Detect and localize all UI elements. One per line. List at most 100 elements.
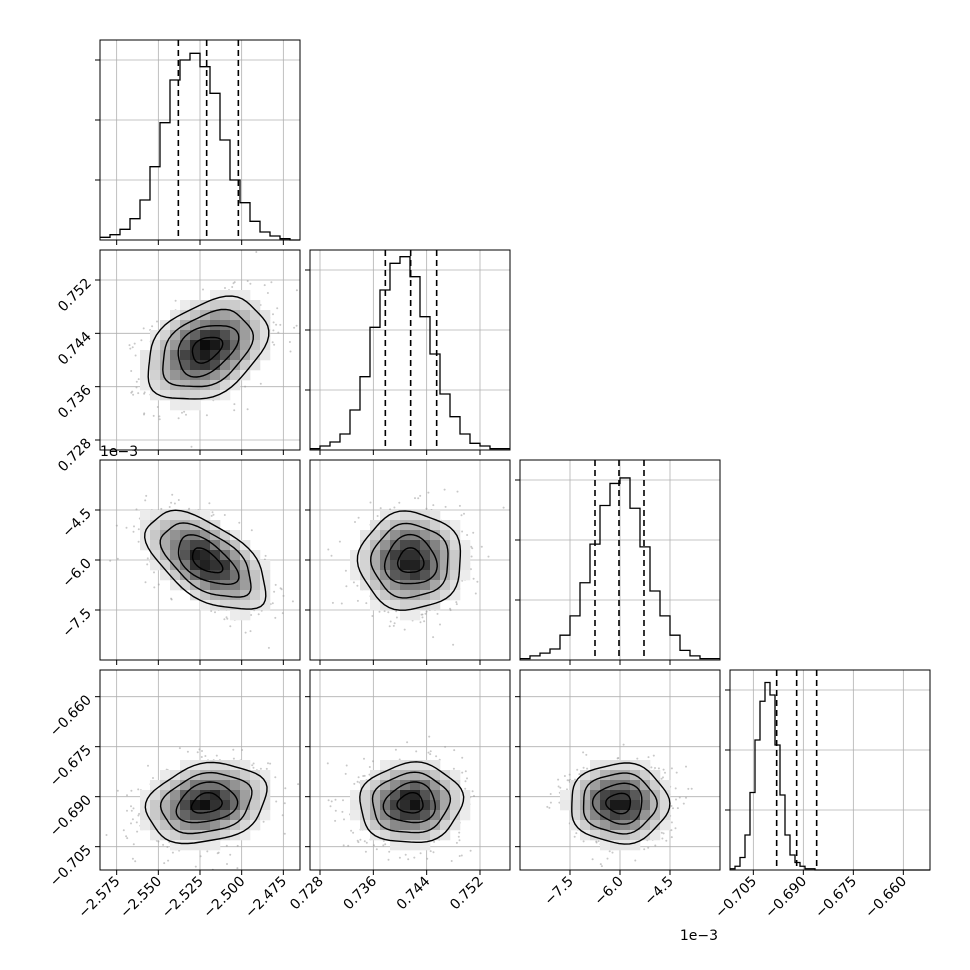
scatter-panel-2-1 [305, 459, 511, 665]
sample-point [194, 865, 197, 868]
sample-point [419, 852, 422, 855]
density-cell [410, 550, 421, 561]
density-cell [190, 350, 201, 361]
density-cell [660, 810, 671, 821]
density-cell [410, 820, 421, 831]
sample-point [384, 843, 387, 846]
sample-point [229, 853, 232, 856]
sample-point [439, 623, 441, 626]
sample-point [225, 844, 228, 847]
sample-point [327, 548, 330, 551]
sample-point [566, 788, 568, 791]
sample-point [215, 754, 218, 757]
density-cell [190, 820, 201, 831]
sample-point [126, 809, 128, 812]
density-cell [160, 780, 171, 791]
density-cell [150, 350, 161, 361]
density-cell [390, 510, 401, 521]
sample-point [372, 844, 375, 847]
density-cell [420, 600, 431, 611]
density-cell [170, 350, 181, 361]
sample-point [425, 507, 428, 510]
density-cell [430, 540, 441, 551]
density-cell [230, 530, 241, 541]
sample-point [456, 490, 459, 493]
sample-point [210, 610, 213, 612]
density-cell [380, 570, 391, 581]
sample-point [464, 787, 467, 790]
sample-point [338, 540, 341, 543]
density-cell [180, 310, 191, 321]
density-cell [210, 310, 221, 321]
density-cell [170, 810, 181, 821]
sample-point [146, 557, 149, 560]
sample-point [363, 840, 366, 843]
density-cell [420, 830, 431, 841]
sample-point [255, 251, 258, 253]
density-cell [370, 550, 381, 561]
sample-point [275, 323, 278, 326]
density-cell [230, 380, 241, 391]
density-cell [150, 830, 161, 841]
histogram-panel-3: −0.705 −0.690 −0.675 −0.660 [712, 669, 931, 922]
density-cell [190, 370, 201, 381]
density-cell [140, 520, 151, 531]
sample-point [122, 829, 125, 832]
density-cell [360, 790, 371, 801]
sample-point [444, 505, 447, 508]
contour-line [582, 772, 658, 835]
contour-line [159, 522, 252, 598]
sample-point [137, 528, 140, 531]
sample-point [395, 616, 398, 619]
x-tick-label: −2.525 [159, 874, 207, 922]
density-cell [230, 300, 241, 311]
density-cell [430, 810, 441, 821]
sample-point [473, 795, 475, 797]
density-cell [170, 320, 181, 331]
density-cell [600, 800, 611, 811]
density-cell [150, 810, 161, 821]
sample-point [573, 835, 576, 838]
y-tick-label: 0.728 [55, 436, 95, 476]
density-cell [180, 570, 191, 581]
sample-point [343, 818, 345, 821]
sample-point [382, 844, 385, 847]
sample-point [188, 507, 191, 510]
sample-point [217, 851, 220, 854]
contour-line [175, 781, 239, 824]
sample-point [597, 840, 600, 843]
sample-point [375, 848, 378, 851]
sample-point [549, 801, 552, 804]
density-cell [570, 790, 581, 801]
density-cell [250, 360, 261, 371]
sample-point [132, 807, 135, 810]
sample-point [276, 307, 279, 310]
density-cell [170, 400, 181, 411]
density-cell [170, 830, 181, 841]
contour-line [359, 761, 465, 843]
density-cell [430, 570, 441, 581]
density-cell [220, 350, 231, 361]
density-cell [360, 780, 371, 791]
y-offset-label: 1e−3 [100, 444, 138, 460]
sample-point [685, 796, 687, 799]
density-cell [190, 790, 201, 801]
sample-point [174, 299, 177, 302]
density-cell [610, 820, 621, 831]
sample-point [257, 613, 260, 616]
x-tick-label: −0.675 [812, 874, 860, 922]
density-cell [440, 530, 451, 541]
sample-point [595, 841, 598, 844]
sample-point [138, 812, 141, 815]
sample-point [429, 850, 432, 853]
x-tick-label: −7.5 [541, 874, 576, 909]
density-cell [390, 600, 401, 611]
contour-line [382, 781, 437, 824]
sample-point [356, 839, 359, 842]
density-cell [450, 570, 461, 581]
sample-point [458, 504, 461, 507]
density-cell [460, 790, 471, 801]
sample-point [455, 601, 458, 604]
density-cell [250, 820, 261, 831]
sample-point [151, 325, 154, 328]
